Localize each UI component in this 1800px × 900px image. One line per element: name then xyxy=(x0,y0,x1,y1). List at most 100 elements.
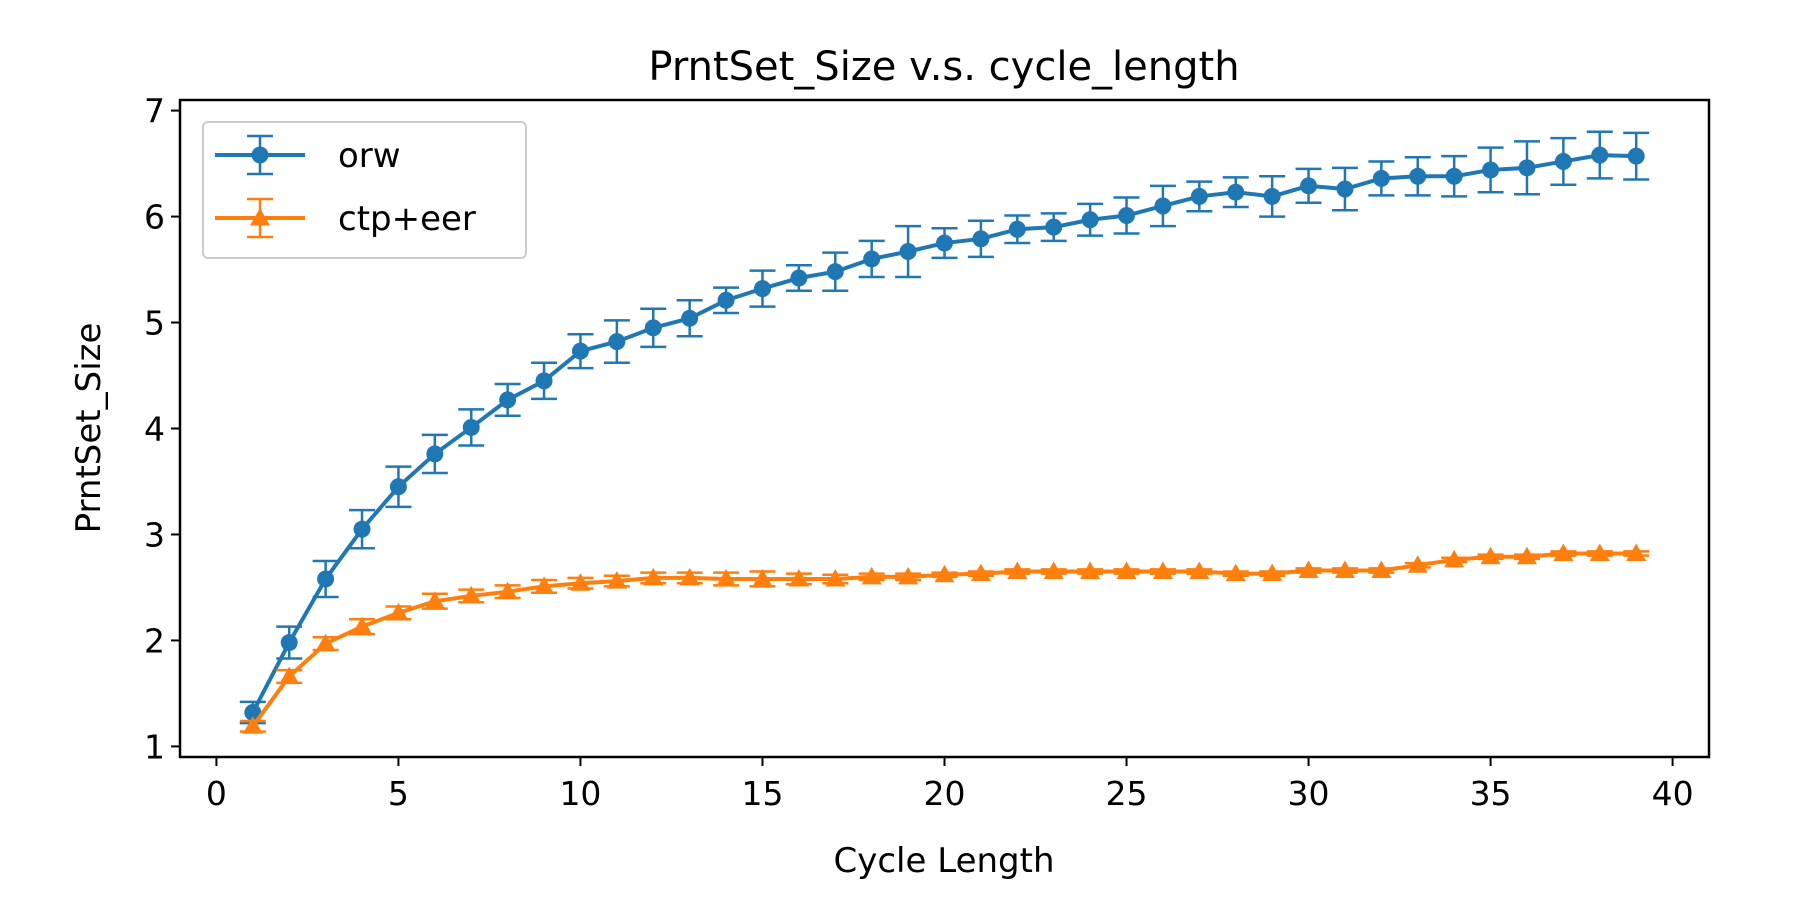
data-point xyxy=(1480,546,1501,565)
data-point xyxy=(644,319,662,337)
y-axis: 1 2 3 4 5 6 7 xyxy=(144,92,180,766)
legend-entry: orw xyxy=(215,134,401,176)
legend-label: ctp+eer xyxy=(338,199,476,239)
x-tick-label: 20 xyxy=(924,774,966,813)
data-point xyxy=(679,567,700,586)
y-tick-label: 2 xyxy=(144,621,165,660)
y-tick-label: 1 xyxy=(144,727,165,766)
data-point xyxy=(1518,159,1536,177)
data-point xyxy=(279,666,300,684)
data-point xyxy=(461,585,482,604)
data-point xyxy=(1336,180,1354,198)
data-point xyxy=(790,269,808,287)
legend-marker xyxy=(251,146,269,164)
data-point xyxy=(1298,560,1319,578)
x-axis-label: Cycle Length xyxy=(834,841,1055,881)
data-point xyxy=(1372,169,1390,187)
data-point xyxy=(317,570,335,588)
x-tick-label: 35 xyxy=(1470,774,1512,813)
data-point xyxy=(1626,543,1647,562)
x-tick-label: 0 xyxy=(206,774,227,813)
data-point xyxy=(934,564,955,583)
data-point xyxy=(1554,152,1572,170)
data-point xyxy=(1263,187,1281,205)
data-point xyxy=(315,633,336,652)
data-point xyxy=(898,566,919,585)
data-point xyxy=(1407,555,1428,573)
x-tick-label: 30 xyxy=(1288,774,1330,813)
x-tick-label: 10 xyxy=(559,774,601,813)
data-point xyxy=(1152,561,1173,580)
x-tick-label: 40 xyxy=(1652,774,1694,813)
data-point xyxy=(1482,161,1500,179)
data-point xyxy=(1154,197,1172,215)
data-point xyxy=(1043,561,1064,580)
data-point xyxy=(499,391,517,409)
data-point xyxy=(426,445,444,463)
data-point xyxy=(1118,207,1136,225)
data-point xyxy=(606,571,627,589)
x-axis: 0 5 10 15 20 25 30 35 40 xyxy=(206,757,1694,813)
data-point xyxy=(1190,187,1208,205)
data-point xyxy=(497,581,518,600)
y-tick-label: 6 xyxy=(144,198,165,237)
data-point xyxy=(825,568,846,587)
data-point xyxy=(1409,167,1427,185)
data-point xyxy=(1516,546,1537,565)
data-point xyxy=(970,563,991,582)
data-point xyxy=(1300,177,1318,195)
x-tick-label: 25 xyxy=(1106,774,1148,813)
legend-marker xyxy=(250,208,270,226)
data-point xyxy=(424,591,445,609)
data-point xyxy=(717,291,735,309)
data-point xyxy=(1007,561,1028,580)
plot-area xyxy=(239,130,1650,734)
data-point xyxy=(826,263,844,281)
data-point xyxy=(1445,167,1463,185)
data-point xyxy=(1371,560,1392,578)
legend-label: orw xyxy=(338,136,401,176)
data-point xyxy=(1589,543,1610,562)
data-point xyxy=(388,602,409,621)
data-point xyxy=(861,566,882,585)
data-point xyxy=(608,333,626,351)
y-tick-label: 5 xyxy=(144,304,165,343)
data-point xyxy=(753,280,771,298)
data-point xyxy=(462,418,480,436)
data-point xyxy=(788,568,809,587)
data-point xyxy=(643,567,664,586)
y-tick-label: 3 xyxy=(144,515,165,554)
data-point xyxy=(1045,218,1063,236)
data-point xyxy=(972,230,990,248)
data-point xyxy=(716,568,737,587)
data-point xyxy=(280,634,298,652)
data-point xyxy=(535,372,553,390)
data-point xyxy=(570,573,591,591)
series-orw xyxy=(239,130,1650,725)
legend-entry: ctp+eer xyxy=(215,197,476,239)
data-point xyxy=(352,616,373,635)
data-point xyxy=(242,716,263,734)
data-point xyxy=(1334,560,1355,578)
data-point xyxy=(681,309,699,327)
chart-title: PrntSet_Size v.s. cycle_length xyxy=(648,44,1239,90)
data-point xyxy=(1116,561,1137,580)
data-point xyxy=(353,520,371,538)
data-point xyxy=(1080,561,1101,580)
y-axis-label: PrntSet_Size xyxy=(69,323,109,534)
data-point xyxy=(1008,220,1026,238)
data-point xyxy=(1627,147,1645,165)
series-ctp+eer xyxy=(239,543,1650,734)
data-point xyxy=(389,478,407,496)
x-tick-label: 5 xyxy=(388,774,409,813)
legend: orw ctp+eer xyxy=(202,121,527,259)
data-point xyxy=(1189,561,1210,580)
y-tick-label: 7 xyxy=(144,92,165,131)
data-point xyxy=(1262,563,1283,582)
data-point xyxy=(1225,563,1246,582)
data-point xyxy=(571,342,589,360)
data-point xyxy=(1444,549,1465,568)
data-point xyxy=(1227,183,1245,201)
data-point xyxy=(863,250,881,268)
